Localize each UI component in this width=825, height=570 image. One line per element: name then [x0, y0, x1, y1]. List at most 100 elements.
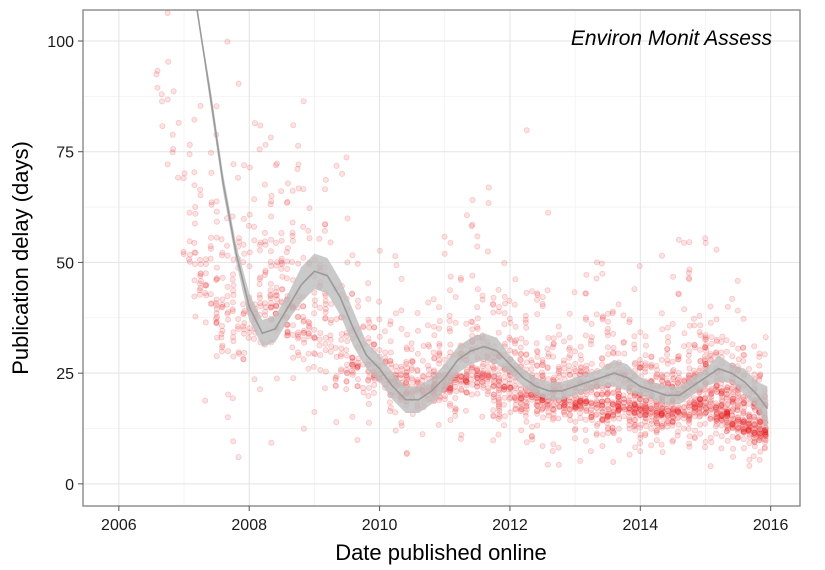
data-point — [665, 339, 672, 346]
data-point — [540, 414, 547, 421]
data-point — [294, 313, 301, 320]
data-point — [696, 408, 703, 415]
data-point — [631, 417, 638, 424]
data-point — [583, 399, 590, 406]
data-point — [740, 409, 747, 416]
data-point — [703, 344, 710, 351]
data-point — [566, 406, 573, 413]
data-point — [756, 353, 763, 360]
data-point — [594, 391, 601, 398]
data-point — [289, 322, 296, 329]
data-point — [598, 398, 605, 405]
data-point — [659, 420, 666, 427]
data-point — [653, 374, 660, 381]
data-point — [181, 170, 188, 177]
data-point — [648, 425, 655, 432]
data-point — [452, 405, 459, 412]
data-point — [468, 364, 475, 371]
x-tick-label: 2012 — [492, 517, 528, 534]
data-point — [517, 344, 524, 351]
data-point — [343, 352, 350, 359]
data-point — [729, 419, 736, 426]
data-point — [398, 325, 405, 332]
data-point — [685, 358, 692, 365]
data-point — [322, 221, 329, 228]
data-point — [560, 371, 567, 378]
data-point — [642, 362, 649, 369]
data-point — [485, 374, 492, 381]
data-point — [555, 367, 562, 374]
data-point — [208, 149, 215, 156]
data-point — [295, 333, 302, 340]
data-point — [756, 350, 763, 357]
data-point — [202, 270, 209, 277]
data-point — [675, 290, 682, 297]
data-point — [512, 405, 519, 412]
data-point — [208, 201, 215, 208]
data-point — [365, 419, 372, 426]
data-point — [593, 431, 600, 438]
data-point — [479, 370, 486, 377]
data-point — [370, 389, 377, 396]
data-point — [529, 288, 536, 295]
data-point — [268, 192, 275, 199]
data-point — [393, 368, 400, 375]
data-point — [219, 296, 226, 303]
data-point — [235, 350, 242, 357]
data-point — [659, 409, 666, 416]
data-point — [446, 402, 453, 409]
data-point — [729, 384, 736, 391]
data-point — [441, 250, 448, 257]
data-point — [626, 418, 633, 425]
data-point — [431, 367, 438, 374]
data-point — [284, 328, 291, 335]
data-point — [300, 318, 307, 325]
data-point — [615, 350, 622, 357]
data-point — [241, 349, 248, 356]
data-point — [495, 382, 502, 389]
data-point — [616, 415, 623, 422]
data-point — [518, 406, 525, 413]
data-point — [740, 429, 747, 436]
data-point — [502, 300, 509, 307]
data-point — [653, 412, 660, 419]
data-point — [507, 394, 514, 401]
data-point — [708, 387, 715, 394]
data-point — [620, 403, 627, 410]
data-point — [724, 394, 731, 401]
data-point — [756, 373, 763, 380]
data-point — [724, 387, 731, 394]
data-point — [528, 433, 535, 440]
data-point — [746, 411, 753, 418]
data-point — [225, 309, 232, 316]
data-point — [234, 174, 241, 181]
data-point — [370, 341, 377, 348]
data-point — [604, 426, 611, 433]
data-point — [398, 422, 405, 429]
data-point — [740, 418, 747, 425]
data-point — [158, 98, 165, 105]
data-point — [664, 412, 671, 419]
data-point — [604, 397, 611, 404]
data-point — [631, 341, 638, 348]
data-point — [604, 344, 611, 351]
data-point — [605, 351, 612, 358]
data-point — [295, 313, 302, 320]
data-point — [654, 415, 661, 422]
data-point — [230, 282, 237, 289]
data-point — [718, 412, 725, 419]
data-point — [637, 431, 644, 438]
data-point — [561, 365, 568, 372]
data-point — [697, 402, 704, 409]
data-point — [664, 333, 671, 340]
data-point — [691, 367, 698, 374]
data-point — [658, 412, 665, 419]
data-point — [686, 322, 693, 329]
data-point — [305, 365, 312, 372]
data-point — [724, 408, 731, 415]
data-point — [523, 351, 530, 358]
data-point — [250, 335, 257, 342]
data-point — [556, 403, 563, 410]
data-point — [686, 276, 693, 283]
data-point — [718, 413, 725, 420]
